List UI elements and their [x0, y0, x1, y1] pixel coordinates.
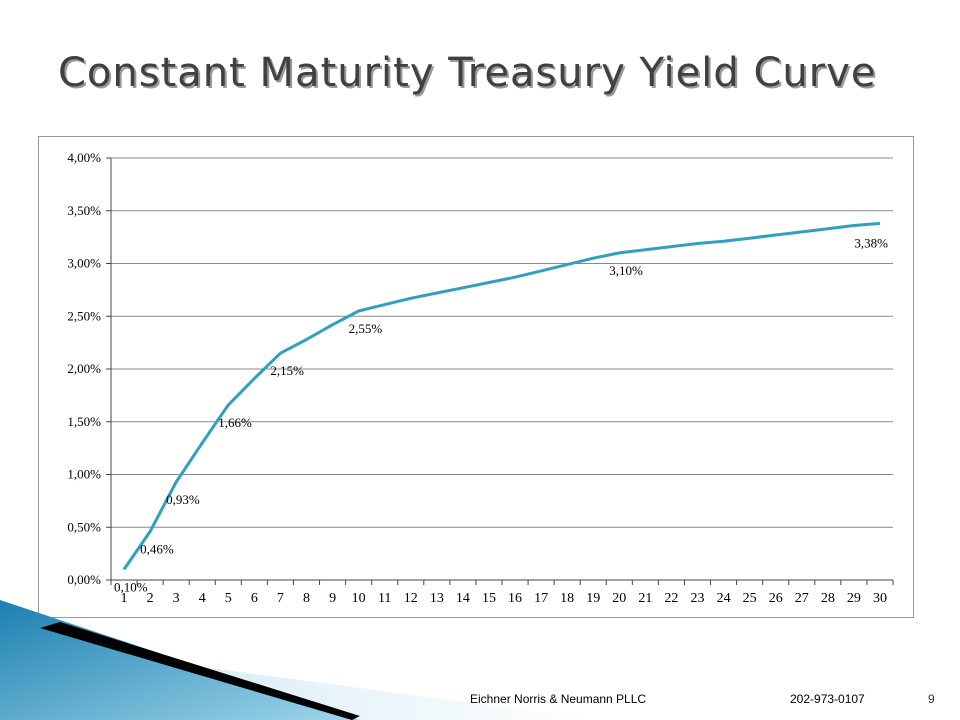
x-tick-label: 14 — [456, 591, 470, 606]
x-tick-label: 11 — [378, 591, 391, 606]
data-label: 3,10% — [609, 263, 643, 278]
x-tick-label: 7 — [277, 591, 284, 606]
x-tick-label: 17 — [534, 591, 548, 606]
x-tick-label: 10 — [352, 591, 366, 606]
x-tick-label: 9 — [329, 591, 336, 606]
y-axis-tick-labels: 0,00% 0,50% 1,00% 1,50% 2,00% 2,50% 3,00% 3,50%… — [67, 150, 101, 587]
x-tick-label: 18 — [560, 591, 574, 606]
x-tick-label: 12 — [404, 591, 418, 606]
data-label: 0,10% — [114, 579, 148, 594]
x-tick-label: 1 — [121, 591, 128, 606]
y-tick-label: 3,50% — [67, 203, 101, 218]
x-tick-label: 5 — [225, 591, 232, 606]
x-tick-label: 22 — [664, 591, 678, 606]
x-tick-label: 24 — [717, 591, 731, 606]
x-tick-label: 16 — [508, 591, 522, 606]
footer-company: Eichner Norris & Neumann PLLC — [470, 692, 647, 706]
data-label: 0,46% — [140, 541, 174, 556]
series-line — [122, 221, 881, 571]
x-tick-label: 4 — [199, 591, 206, 606]
decor-black-stripe — [40, 622, 360, 720]
x-tick-label: 8 — [303, 591, 310, 606]
x-tick-label: 2 — [147, 591, 154, 606]
x-axis-tick-labels: 1 2 3 4 5 6 7 8 9 10 11 12 13 14 15 16 17 18 19 20 21 22 23 24 2… — [121, 591, 887, 606]
y-tick-label: 1,50% — [67, 414, 101, 429]
x-tick-label: 27 — [795, 591, 809, 606]
x-tick-label: 6 — [251, 591, 258, 606]
y-tick-label: 0,00% — [67, 572, 101, 587]
x-tick-label: 28 — [821, 591, 835, 606]
axes — [106, 157, 894, 585]
slide-title: Constant Maturity Treasury Yield Curve — [58, 50, 877, 96]
slide-title-shadow: Constant Maturity Treasury Yield Curve — [60, 52, 879, 98]
chart-area: 0,00% 0,50% 1,00% 1,50% 2,00% 2,50% 3,00% 3,50%… — [38, 136, 914, 618]
yield-curve-chart: 0,00% 0,50% 1,00% 1,50% 2,00% 2,50% 3,00% 3,50%… — [67, 150, 894, 606]
x-tick-label: 29 — [847, 591, 861, 606]
data-label: 1,66% — [218, 415, 252, 430]
data-labels: 0,10% 0,46% 0,93% 1,66% 2,15% 2,55% 3,10% 3,38% — [114, 235, 888, 594]
x-tick-label: 19 — [586, 591, 600, 606]
x-tick-label: 30 — [873, 591, 887, 606]
y-tick-label: 3,00% — [67, 256, 101, 271]
data-label: 2,55% — [349, 321, 383, 336]
footer-phone: 202-973-0107 — [790, 692, 865, 706]
y-tick-label: 4,00% — [67, 150, 101, 165]
x-tick-label: 23 — [691, 591, 705, 606]
x-tick-label: 26 — [769, 591, 783, 606]
x-tick-label: 13 — [430, 591, 444, 606]
x-tick-label: 25 — [743, 591, 757, 606]
x-tick-label: 21 — [638, 591, 652, 606]
y-tick-label: 0,50% — [67, 519, 101, 534]
data-label: 3,38% — [854, 235, 888, 250]
x-tick-label: 3 — [173, 591, 180, 606]
x-tick-label: 20 — [612, 591, 626, 606]
data-label: 2,15% — [270, 363, 304, 378]
y-tick-label: 2,50% — [67, 308, 101, 323]
page-number: 9 — [928, 692, 935, 706]
series-layer — [122, 221, 881, 571]
y-tick-label: 2,00% — [67, 361, 101, 376]
x-tick-label: 15 — [482, 591, 496, 606]
data-label: 0,93% — [166, 492, 200, 507]
y-tick-label: 1,00% — [67, 467, 101, 482]
